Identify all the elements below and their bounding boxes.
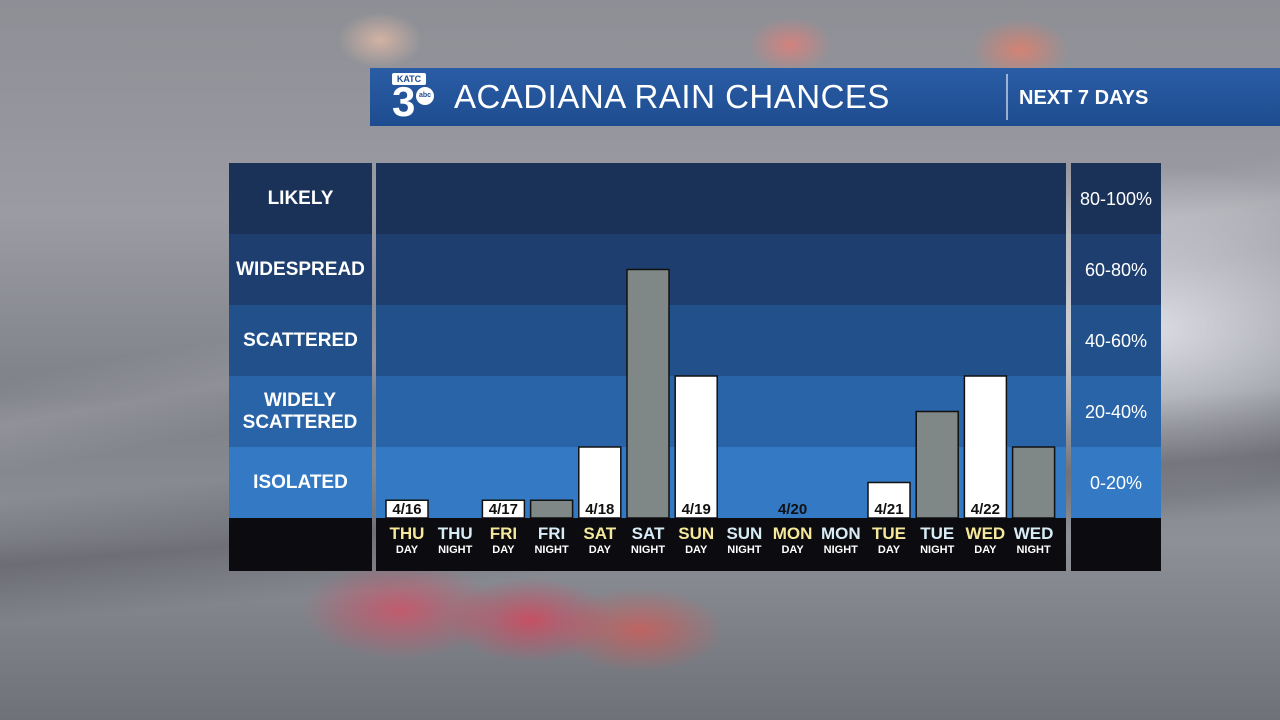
period-day-name: SAT <box>583 524 617 543</box>
plot-band-likely <box>376 163 1066 234</box>
period-label-mon-day: MON DAY <box>769 524 817 557</box>
period-day-part: DAY <box>781 544 804 556</box>
band-widespread: WIDESPREAD <box>229 234 372 305</box>
period-day-part: DAY <box>588 544 611 556</box>
bar-thu-day <box>385 499 429 518</box>
period-day-part: DAY <box>877 544 901 556</box>
period-label-sun-night: SUN NIGHT <box>720 524 768 557</box>
period-day-name: THU <box>437 524 473 543</box>
plot-area: 4/16 4/17 4/18 4/19 4/20 4/21 4/22 THU DAY THU NI… <box>376 163 1066 571</box>
period-day-name: SAT <box>631 524 665 543</box>
category-labels: LIKELY WIDESPREAD SCATTERED WIDELY SCATTERE… <box>229 163 372 571</box>
axis-strip-2 <box>1071 518 1161 571</box>
period-day-part: DAY <box>395 544 419 556</box>
bar-chart-svg: 4/16 4/17 4/18 4/19 4/20 4/21 4/22 <box>385 268 1056 518</box>
period-day-name: MON <box>820 524 861 543</box>
plot-band-scattered <box>376 305 1066 376</box>
station-logo: 3 KATC abc <box>390 73 440 123</box>
range-band-widespread: 60-80% <box>1071 234 1161 305</box>
logo-callsign: KATC <box>392 73 426 85</box>
page-subtitle: NEXT 7 DAYS <box>1019 87 1149 109</box>
period-label-tue-day: TUE DAY <box>865 524 913 557</box>
period-day-part: DAY <box>492 544 515 556</box>
axis-strip-0 <box>229 518 372 571</box>
range-labels: 80-100% 60-80% 40-60% 20-40% 0-20% <box>1071 163 1161 571</box>
band-widely-scattered: WIDELY SCATTERED <box>229 376 372 447</box>
bar-sat-day <box>578 446 622 518</box>
band-label-isolated: ISOLATED <box>253 471 348 493</box>
date-label-sun: 4/19 <box>682 501 711 518</box>
logo-network-icon: abc <box>416 87 434 105</box>
period-day-name: WED <box>1013 524 1054 543</box>
period-day-name: FRI <box>489 524 518 543</box>
period-label-tue-night: TUE NIGHT <box>913 524 961 557</box>
date-label-sat: 4/18 <box>585 501 614 518</box>
period-day-name: TUE <box>920 524 955 543</box>
bar-sat-night <box>626 268 670 518</box>
logo-number: 3 <box>392 78 416 125</box>
band-label-widespread: WIDESPREAD <box>236 258 365 280</box>
period-label-thu-night: THU NIGHT <box>431 524 479 557</box>
period-label-mon-night: MON NIGHT <box>817 524 865 557</box>
plot-band-widespread <box>376 234 1066 305</box>
date-label-wed: 4/22 <box>971 501 1000 518</box>
range-band-isolated: 0-20% <box>1071 447 1161 518</box>
period-day-part: DAY <box>685 544 708 556</box>
period-day-name: TUE <box>872 524 906 543</box>
bar-fri-night <box>529 499 574 518</box>
date-label-tue: 4/21 <box>874 501 903 518</box>
period-label-wed-day: WED DAY <box>961 524 1009 557</box>
range-label-scattered: 40-60% <box>1084 330 1148 351</box>
period-day-part: DAY <box>974 544 997 556</box>
date-label-fri: 4/17 <box>489 501 518 518</box>
range-label-widespread: 60-80% <box>1084 259 1148 280</box>
period-day-part: NIGHT <box>920 544 955 556</box>
band-isolated: ISOLATED <box>229 447 372 518</box>
period-day-part: NIGHT <box>1016 544 1051 556</box>
band-scattered: SCATTERED <box>229 305 372 376</box>
period-day-part: NIGHT <box>727 544 762 556</box>
period-label-wed-night: WED NIGHT <box>1010 524 1058 557</box>
period-day-name: SUN <box>726 524 763 543</box>
band-label-likely: LIKELY <box>267 187 334 209</box>
band-label-widely-scattered: WIDELY SCATTERED <box>242 389 358 433</box>
period-label-sat-day: SAT DAY <box>576 524 624 557</box>
bar-fri-day <box>481 499 526 518</box>
period-day-part: NIGHT <box>823 544 858 556</box>
bar-sun-day <box>674 375 718 518</box>
band-label-scattered: SCATTERED <box>243 329 358 351</box>
period-label-fri-night: FRI NIGHT <box>528 524 576 557</box>
band-likely: LIKELY <box>229 163 372 234</box>
range-label-likely: 80-100% <box>1079 188 1153 209</box>
period-day-name: MON <box>772 524 813 543</box>
period-day-name: SUN <box>678 524 715 543</box>
date-label-mon: 4/20 <box>778 501 807 518</box>
period-day-name: WED <box>965 524 1006 543</box>
range-label-isolated: 0-20% <box>1089 472 1143 493</box>
range-band-scattered: 40-60% <box>1071 305 1161 376</box>
period-label-sat-night: SAT NIGHT <box>624 524 672 557</box>
title-banner: 3 KATC abc ACADIANA RAIN CHANCES NEXT 7 … <box>370 68 1280 126</box>
range-band-widely-scattered: 20-40% <box>1071 376 1161 447</box>
period-label-sun-day: SUN DAY <box>672 524 720 557</box>
period-day-part: NIGHT <box>438 544 473 556</box>
period-day-part: NIGHT <box>630 544 666 556</box>
period-day-name: THU <box>389 524 425 543</box>
bar-wed-day <box>963 375 1008 518</box>
axis-strip-1 <box>376 518 1066 571</box>
bar-tue-day <box>867 481 911 518</box>
page-title: ACADIANA RAIN CHANCES <box>454 78 890 115</box>
range-label-widely-scattered: 20-40% <box>1084 401 1148 422</box>
period-label-fri-day: FRI DAY <box>479 524 527 557</box>
bar-wed-night <box>1011 446 1056 518</box>
period-day-name: FRI <box>537 524 566 543</box>
period-label-thu-day: THU DAY <box>383 524 431 557</box>
header-divider <box>1006 74 1008 120</box>
date-label-thu: 4/16 <box>392 501 421 518</box>
bar-tue-night <box>915 410 959 518</box>
range-band-likely: 80-100% <box>1071 163 1161 234</box>
period-day-part: NIGHT <box>534 544 569 556</box>
